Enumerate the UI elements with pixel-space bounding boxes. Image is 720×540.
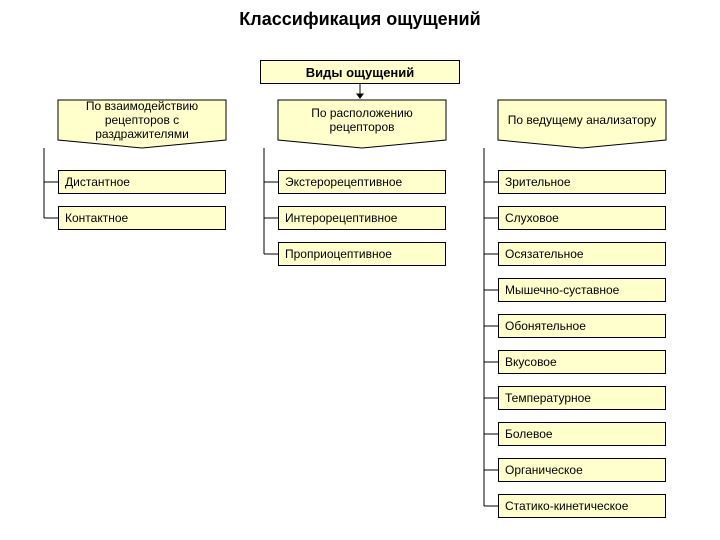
item-box: Мышечно-суставное bbox=[498, 278, 666, 302]
item-label: Температурное bbox=[505, 391, 591, 405]
item-label: Болевое bbox=[505, 427, 553, 441]
item-label: Обонятельное bbox=[505, 319, 586, 333]
item-box: Слуховое bbox=[498, 206, 666, 230]
item-box: Обонятельное bbox=[498, 314, 666, 338]
item-label: Проприоцептивное bbox=[285, 247, 392, 261]
item-box: Осязательное bbox=[498, 242, 666, 266]
category-box-col2: По расположению рецепторов bbox=[278, 100, 446, 140]
item-box: Болевое bbox=[498, 422, 666, 446]
category-box-col3: По ведущему анализатору bbox=[498, 100, 666, 140]
item-box: Интерорецептивное bbox=[278, 206, 446, 230]
item-box: Температурное bbox=[498, 386, 666, 410]
item-label: Статико-кинетическое bbox=[505, 499, 628, 513]
item-label: Слуховое bbox=[505, 211, 559, 225]
item-label: Зрительное bbox=[505, 175, 571, 189]
category-label-col3: По ведущему анализатору bbox=[498, 100, 666, 140]
item-box: Вкусовое bbox=[498, 350, 666, 374]
item-label: Осязательное bbox=[505, 247, 584, 261]
item-box: Статико-кинетическое bbox=[498, 494, 666, 518]
category-label-col2: По расположению рецепторов bbox=[278, 100, 446, 140]
item-box: Дистантное bbox=[58, 170, 226, 194]
diagram-subtitle: Виды ощущений bbox=[260, 60, 460, 84]
item-box: Проприоцептивное bbox=[278, 242, 446, 266]
category-label-col1: По взаимодействию рецепторов с раздражит… bbox=[58, 100, 226, 140]
item-label: Интерорецептивное bbox=[285, 211, 397, 225]
item-box: Органическое bbox=[498, 458, 666, 482]
item-label: Мышечно-суставное bbox=[505, 283, 619, 297]
item-label: Вкусовое bbox=[505, 355, 557, 369]
diagram-title: Классификация ощущений bbox=[238, 8, 481, 31]
item-label: Экстерорецептивное bbox=[285, 175, 402, 189]
item-box: Зрительное bbox=[498, 170, 666, 194]
category-box-col1: По взаимодействию рецепторов с раздражит… bbox=[58, 100, 226, 140]
item-label: Контактное bbox=[65, 211, 128, 225]
item-box: Контактное bbox=[58, 206, 226, 230]
item-box: Экстерорецептивное bbox=[278, 170, 446, 194]
item-label: Дистантное bbox=[65, 175, 130, 189]
item-label: Органическое bbox=[505, 463, 583, 477]
